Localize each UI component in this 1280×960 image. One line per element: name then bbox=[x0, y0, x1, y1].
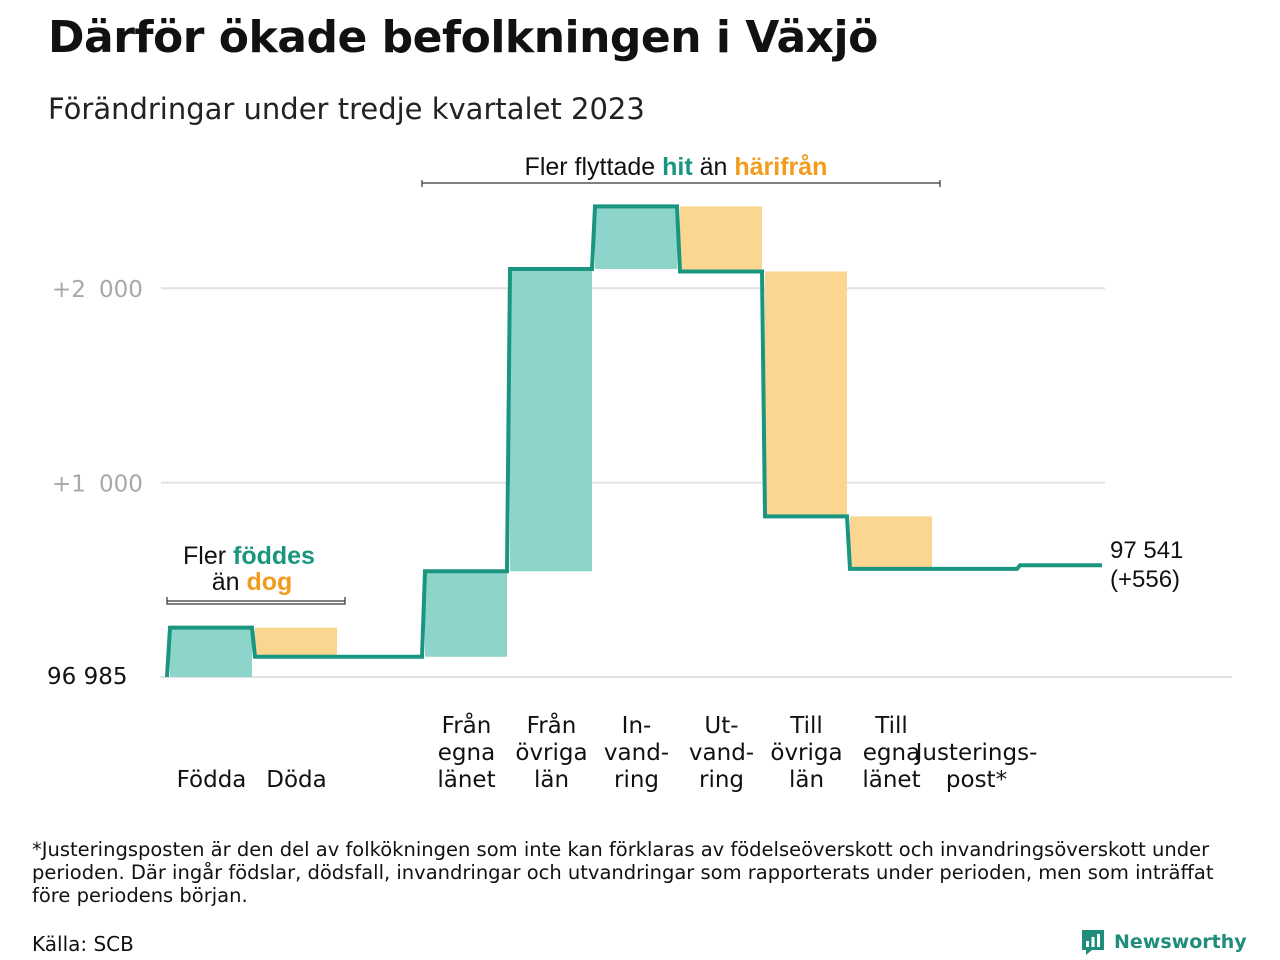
source-note: Källa: SCB bbox=[32, 932, 134, 956]
y-tick-label: 000 bbox=[99, 472, 143, 498]
category-label-line: ring bbox=[699, 767, 744, 793]
category-label: In-vand-ring bbox=[604, 713, 669, 793]
category-label-line: övriga bbox=[770, 740, 842, 766]
category-label-line: Ut- bbox=[704, 713, 738, 739]
migration-bracket bbox=[421, 180, 941, 187]
increase-bar bbox=[425, 571, 507, 657]
brand-name: Newsworthy bbox=[1114, 931, 1247, 953]
step-line bbox=[165, 204, 1102, 678]
annotation-highlight-decrease: dog bbox=[246, 568, 292, 596]
brand-logo: Newsworthy bbox=[1080, 928, 1247, 956]
step-line-path bbox=[165, 204, 1102, 678]
births-annotation-line1: Fler föddes bbox=[183, 542, 315, 570]
newsworthy-logo-icon bbox=[1082, 930, 1104, 955]
category-label-line: ring bbox=[614, 767, 659, 793]
category-label-line: övriga bbox=[515, 740, 587, 766]
category-label-line: länet bbox=[862, 767, 920, 793]
decrease-bar bbox=[680, 206, 762, 272]
category-label-line: Döda bbox=[266, 767, 326, 793]
y-tick-label: +1 bbox=[52, 472, 86, 498]
bars bbox=[170, 206, 932, 677]
chart-subtitle: Förändringar under tredje kvartalet 2023 bbox=[48, 92, 645, 126]
annotation-text: än bbox=[693, 153, 735, 181]
chart-title: Därför ökade befolkningen i Växjö bbox=[48, 12, 878, 63]
footnote: *Justeringsposten är den del av folkökni… bbox=[32, 838, 1214, 907]
increase-bar bbox=[595, 206, 677, 269]
category-label-line: Födda bbox=[177, 767, 247, 793]
increase-bar bbox=[510, 268, 592, 572]
annotation-highlight-increase: föddes bbox=[233, 542, 315, 570]
category-label-line: länet bbox=[437, 767, 495, 793]
category-label-line: vand- bbox=[689, 740, 754, 766]
category-label-line: Från bbox=[442, 711, 492, 739]
start-value-label: 96 985 bbox=[47, 664, 127, 690]
annotation-highlight-decrease: härifrån bbox=[734, 153, 827, 181]
births-bracket bbox=[166, 597, 346, 605]
increase-bar bbox=[170, 627, 252, 677]
category-label-line: län bbox=[534, 767, 569, 793]
category-label-line: post* bbox=[946, 767, 1007, 793]
y-tick-label: +2 bbox=[52, 277, 86, 303]
category-label-line: egna bbox=[863, 740, 920, 766]
category-label-line: Till bbox=[789, 713, 823, 739]
category-label-line: vand- bbox=[604, 740, 669, 766]
category-label: Ut-vand-ring bbox=[689, 713, 754, 793]
decrease-bar bbox=[255, 627, 337, 657]
category-label-line: Justerings- bbox=[914, 740, 1038, 766]
decrease-bar bbox=[850, 516, 932, 569]
decrease-bar bbox=[765, 271, 847, 517]
category-label-line: Från bbox=[527, 711, 577, 739]
category-label-line: egna bbox=[438, 740, 495, 766]
gridlines bbox=[160, 287, 1232, 678]
category-label-line: In- bbox=[622, 713, 652, 739]
category-label: Döda bbox=[266, 767, 326, 793]
annotation-highlight-increase: hit bbox=[662, 153, 693, 181]
category-label-line: Till bbox=[874, 713, 908, 739]
births-annotation-line2: än dog bbox=[212, 568, 293, 596]
end-change-label: (+556) bbox=[1110, 566, 1180, 593]
category-label-line: län bbox=[789, 767, 824, 793]
annotation-text: Fler flyttade bbox=[525, 153, 663, 181]
category-label: Födda bbox=[177, 767, 247, 793]
migration-annotation: Fler flyttade hit än härifrån bbox=[525, 153, 828, 181]
end-value-label: 97 541 bbox=[1110, 537, 1183, 564]
annotation-text: än bbox=[212, 568, 247, 596]
annotation-text: Fler bbox=[183, 542, 233, 570]
y-tick-label: 000 bbox=[99, 277, 143, 303]
category-label: Justerings-post* bbox=[914, 740, 1038, 793]
